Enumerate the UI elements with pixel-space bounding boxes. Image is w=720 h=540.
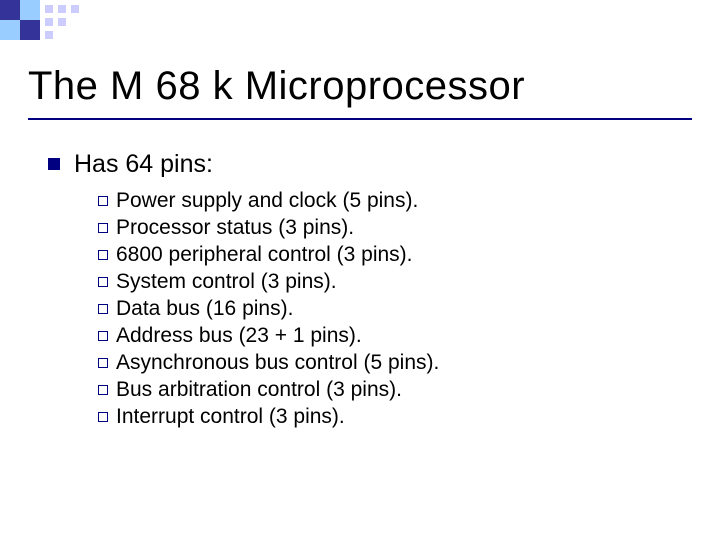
hollow-square-bullet-icon	[98, 304, 108, 314]
sub-bullet-list: Power supply and clock (5 pins). Process…	[98, 189, 439, 429]
sub-point-text: 6800 peripheral control (3 pins).	[116, 243, 413, 267]
sub-bullet-item: Address bus (23 + 1 pins).	[98, 324, 439, 348]
sub-bullet-item: Interrupt control (3 pins).	[98, 405, 439, 429]
slide-title: The M 68 k Microprocessor	[28, 64, 525, 109]
hollow-square-bullet-icon	[98, 196, 108, 206]
corner-decoration	[0, 0, 160, 50]
sub-bullet-item: Power supply and clock (5 pins).	[98, 189, 439, 213]
main-bullet-item: Has 64 pins:	[48, 150, 439, 179]
sub-bullet-item: Asynchronous bus control (5 pins).	[98, 351, 439, 375]
hollow-square-bullet-icon	[98, 385, 108, 395]
content-area: Has 64 pins: Power supply and clock (5 p…	[48, 150, 439, 432]
hollow-square-bullet-icon	[98, 412, 108, 422]
sub-point-text: Bus arbitration control (3 pins).	[116, 378, 402, 402]
main-point-text: Has 64 pins:	[74, 150, 213, 179]
sub-point-text: Interrupt control (3 pins).	[116, 405, 345, 429]
hollow-square-bullet-icon	[98, 223, 108, 233]
sub-point-text: System control (3 pins).	[116, 270, 337, 294]
title-underline	[28, 118, 692, 120]
hollow-square-bullet-icon	[98, 277, 108, 287]
filled-square-bullet-icon	[48, 158, 60, 170]
hollow-square-bullet-icon	[98, 250, 108, 260]
sub-bullet-item: Data bus (16 pins).	[98, 297, 439, 321]
sub-point-text: Data bus (16 pins).	[116, 297, 293, 321]
hollow-square-bullet-icon	[98, 358, 108, 368]
sub-point-text: Processor status (3 pins).	[116, 216, 354, 240]
sub-point-text: Asynchronous bus control (5 pins).	[116, 351, 439, 375]
sub-bullet-item: Processor status (3 pins).	[98, 216, 439, 240]
sub-bullet-item: 6800 peripheral control (3 pins).	[98, 243, 439, 267]
sub-bullet-item: System control (3 pins).	[98, 270, 439, 294]
sub-point-text: Power supply and clock (5 pins).	[116, 189, 418, 213]
sub-point-text: Address bus (23 + 1 pins).	[116, 324, 362, 348]
hollow-square-bullet-icon	[98, 331, 108, 341]
sub-bullet-item: Bus arbitration control (3 pins).	[98, 378, 439, 402]
